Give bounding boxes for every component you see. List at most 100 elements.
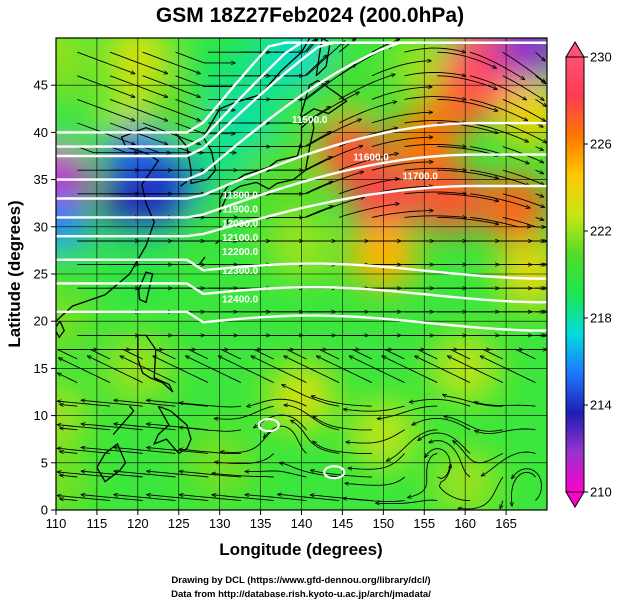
streamline	[404, 216, 467, 218]
y-tick-label: 5	[41, 455, 48, 470]
streamline	[306, 119, 361, 147]
streamline	[429, 441, 471, 478]
streamline	[371, 87, 432, 100]
streamline	[371, 112, 433, 124]
colorbar-tick-label: 226	[590, 137, 612, 152]
credit-line-1: Drawing by DCL (https://www.gfd-dennou.o…	[171, 575, 430, 586]
streamline	[142, 122, 201, 145]
streamline	[81, 424, 143, 431]
coastline	[180, 180, 188, 187]
streamline	[404, 47, 466, 52]
streamline	[109, 75, 168, 98]
contour-label: 12000.0	[222, 219, 259, 230]
streamline	[474, 402, 536, 407]
streamline	[142, 51, 201, 73]
streamline	[109, 122, 168, 145]
streamline	[58, 373, 78, 384]
streamline	[273, 81, 329, 100]
colorbar-top-cap	[565, 41, 585, 58]
streamline	[502, 51, 546, 82]
streamline	[481, 451, 536, 476]
coastline	[219, 116, 315, 213]
coastline	[137, 334, 174, 393]
x-tick-label: 135	[250, 516, 272, 531]
streamline	[311, 396, 372, 407]
streamline	[306, 39, 317, 53]
streamline	[142, 98, 201, 121]
streamline	[175, 98, 236, 110]
closed-contour	[257, 417, 280, 433]
streamline	[57, 401, 111, 407]
streamline	[273, 206, 333, 218]
streamline	[313, 416, 372, 431]
streamline	[480, 356, 536, 384]
contour-label: 12100.0	[222, 233, 259, 244]
streamline	[470, 122, 528, 142]
streamline	[338, 204, 399, 218]
streamline	[535, 51, 546, 61]
height-contour	[56, 258, 547, 280]
height-contour	[56, 310, 547, 332]
coastline	[198, 256, 206, 265]
streamline	[147, 471, 209, 478]
y-tick-label: 0	[41, 503, 48, 518]
height-contour	[56, 41, 547, 181]
streamline	[114, 400, 176, 407]
y-tick-label: 35	[34, 172, 48, 187]
x-tick-label: 120	[127, 516, 149, 531]
streamline	[81, 471, 143, 478]
streamline	[60, 452, 78, 454]
streamline	[404, 144, 467, 147]
streamline	[343, 498, 405, 502]
streamline	[179, 495, 241, 502]
streamline	[404, 192, 467, 194]
streamline	[282, 385, 340, 407]
streamline	[338, 102, 397, 124]
x-tick-label: 155	[413, 516, 435, 531]
closed-contour	[323, 465, 346, 480]
streamline	[425, 448, 451, 480]
streamline	[515, 350, 547, 360]
y-axis-label: Latitude (degrees)	[5, 200, 24, 347]
y-tick-label: 15	[34, 361, 48, 376]
streamline	[500, 500, 503, 509]
contour-label: 11500.0	[292, 115, 328, 126]
streamline	[273, 132, 332, 148]
plot-area: 11500.0 11600.0 11700.0 11800.0 11900.0 12000…	[56, 38, 547, 510]
colorbar-bottom-cap	[565, 491, 585, 508]
height-contours	[56, 41, 547, 480]
streamline	[57, 350, 98, 360]
streamline	[273, 55, 327, 77]
streamline	[512, 471, 536, 506]
streamline	[418, 432, 471, 454]
streamline	[60, 405, 78, 407]
streamline	[338, 38, 356, 53]
streamline	[502, 193, 545, 208]
streamline	[60, 428, 78, 430]
streamline	[371, 162, 433, 171]
field-sample	[480, 173, 547, 242]
streamline	[502, 169, 544, 185]
streamline	[306, 146, 362, 171]
streamline	[57, 448, 111, 454]
streamline	[437, 146, 498, 156]
temperature-field	[56, 38, 547, 510]
streamline	[535, 193, 544, 197]
colorbar-tick-label: 210	[590, 485, 612, 500]
streamline	[453, 441, 504, 464]
coastline	[96, 442, 127, 483]
streamline	[245, 471, 307, 478]
streamline	[175, 122, 236, 134]
streamline	[404, 168, 467, 170]
streamline	[179, 403, 241, 408]
streamline	[114, 495, 176, 502]
streamline	[179, 471, 241, 478]
streamline	[87, 356, 143, 384]
streamline	[155, 350, 196, 360]
streamline	[404, 120, 467, 124]
streamline	[469, 98, 528, 120]
streamline	[175, 51, 236, 63]
streamline	[57, 472, 111, 478]
streamline	[437, 193, 498, 202]
streamline	[114, 471, 176, 478]
